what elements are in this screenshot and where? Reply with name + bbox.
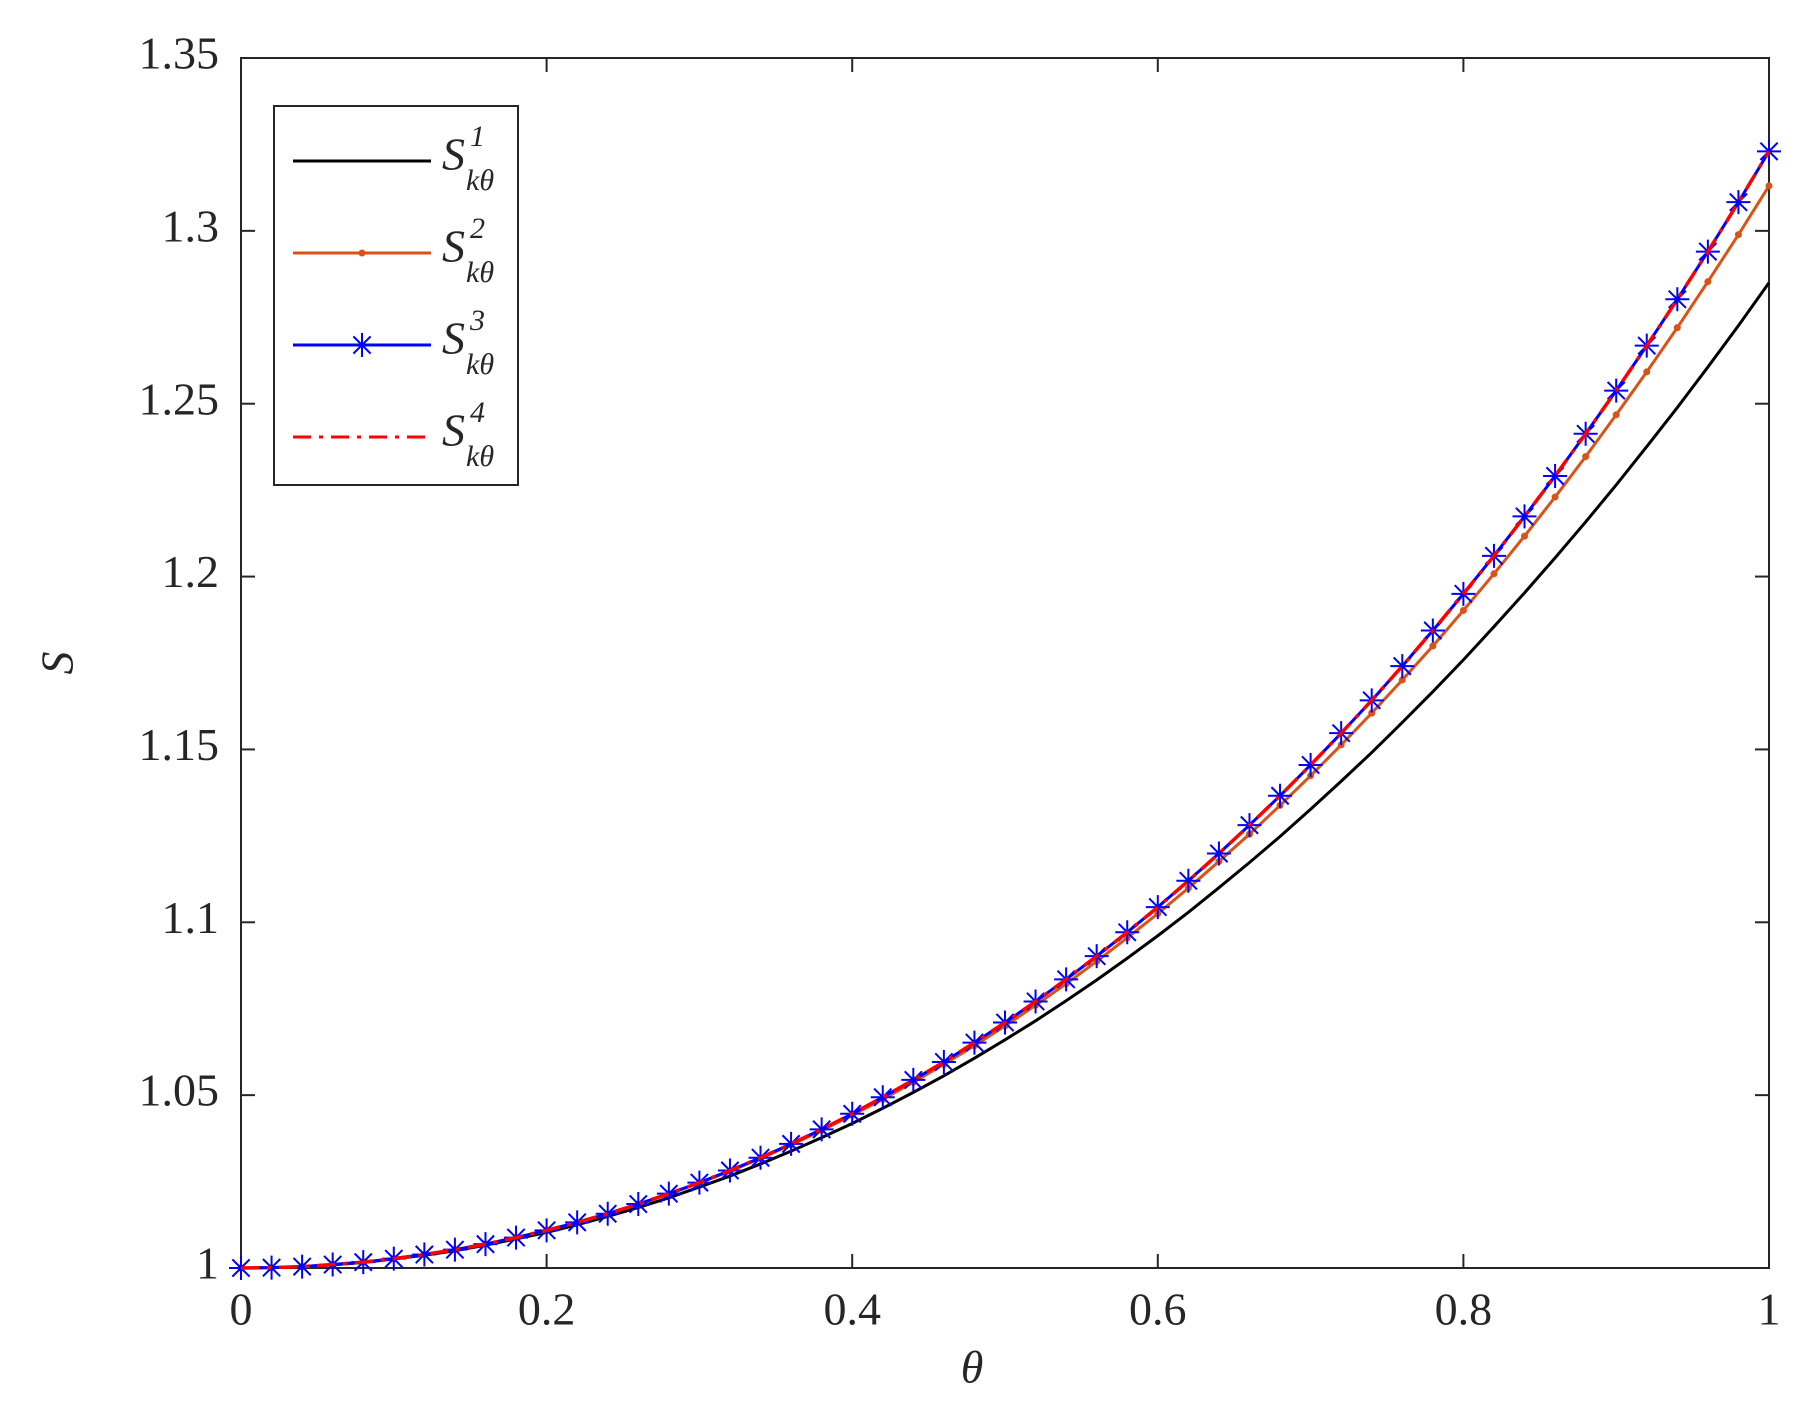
legend-label: S — [442, 129, 465, 180]
star-marker — [626, 1192, 651, 1217]
x-tick-label: 0.8 — [1435, 1284, 1493, 1335]
dot-marker — [1459, 606, 1467, 614]
star-marker — [870, 1085, 895, 1110]
x-tick-label: 0.6 — [1129, 1284, 1187, 1335]
legend-sup: 4 — [470, 396, 485, 429]
legend-box — [273, 105, 519, 486]
legend-marker — [358, 249, 366, 257]
star-marker — [1543, 463, 1568, 488]
dot-marker — [1582, 453, 1590, 461]
plot-frame — [240, 57, 1770, 1269]
star-marker — [1390, 654, 1415, 679]
y-tick-label: 1 — [196, 1238, 219, 1289]
dot-marker — [1490, 570, 1498, 578]
dot-marker — [1643, 368, 1651, 376]
legend-label: S — [442, 313, 465, 364]
star-marker — [962, 1030, 987, 1055]
star-marker — [809, 1117, 834, 1142]
dot-marker — [1612, 411, 1620, 419]
y-tick-label: 1.2 — [162, 546, 220, 597]
y-tick-label: 1.35 — [139, 28, 220, 79]
legend-sub: kθ — [466, 348, 494, 381]
star-marker — [1206, 841, 1231, 866]
star-marker — [1268, 783, 1293, 808]
dot-marker — [1521, 532, 1529, 540]
legend-sub: kθ — [466, 256, 494, 289]
dot-marker — [1734, 231, 1742, 239]
x-axis-label: θ — [961, 1342, 984, 1393]
dot-marker — [1704, 278, 1712, 286]
star-marker — [779, 1131, 804, 1156]
y-tick-label: 1.3 — [162, 200, 220, 251]
y-tick-label: 1.05 — [139, 1065, 220, 1116]
star-marker — [1665, 287, 1690, 312]
dot-marker — [1398, 676, 1406, 684]
x-tick-label: 0.2 — [518, 1284, 576, 1335]
star-marker — [1512, 504, 1537, 529]
star-marker — [931, 1049, 956, 1074]
star-marker — [473, 1232, 498, 1257]
legend-marker — [350, 333, 374, 357]
legend-sub: kθ — [466, 164, 494, 197]
star-marker — [259, 1255, 284, 1280]
x-tick-label: 1 — [1758, 1284, 1781, 1335]
legend-sub: kθ — [466, 440, 494, 473]
star-marker — [290, 1254, 315, 1279]
dot-marker — [1429, 642, 1437, 650]
star-marker — [656, 1181, 681, 1206]
star-marker — [1298, 752, 1323, 777]
star-marker — [1726, 190, 1751, 215]
series-line — [240, 150, 1771, 1270]
star-marker — [901, 1067, 926, 1092]
legend-label: S — [442, 221, 465, 272]
legend-sup: 3 — [469, 304, 485, 337]
x-tick-label: 0.4 — [823, 1284, 881, 1335]
dot-marker — [1368, 709, 1376, 717]
legend-sup: 1 — [470, 120, 485, 153]
legend-sup: 2 — [470, 212, 485, 245]
star-marker — [1145, 895, 1170, 920]
dot-marker — [1673, 324, 1681, 332]
y-tick-label: 1.15 — [139, 719, 220, 770]
star-marker — [412, 1242, 437, 1267]
star-marker — [595, 1201, 620, 1226]
star-marker — [565, 1210, 590, 1235]
legend-label: S — [442, 405, 465, 456]
x-tick-label: 0 — [230, 1284, 253, 1335]
star-marker — [1176, 868, 1201, 893]
dot-marker — [1551, 493, 1559, 501]
star-marker — [442, 1237, 467, 1262]
y-tick-label: 1.1 — [162, 892, 220, 943]
y-tick-label: 1.25 — [139, 373, 220, 424]
dot-marker — [1765, 182, 1773, 190]
y-axis-label: S — [32, 652, 83, 675]
